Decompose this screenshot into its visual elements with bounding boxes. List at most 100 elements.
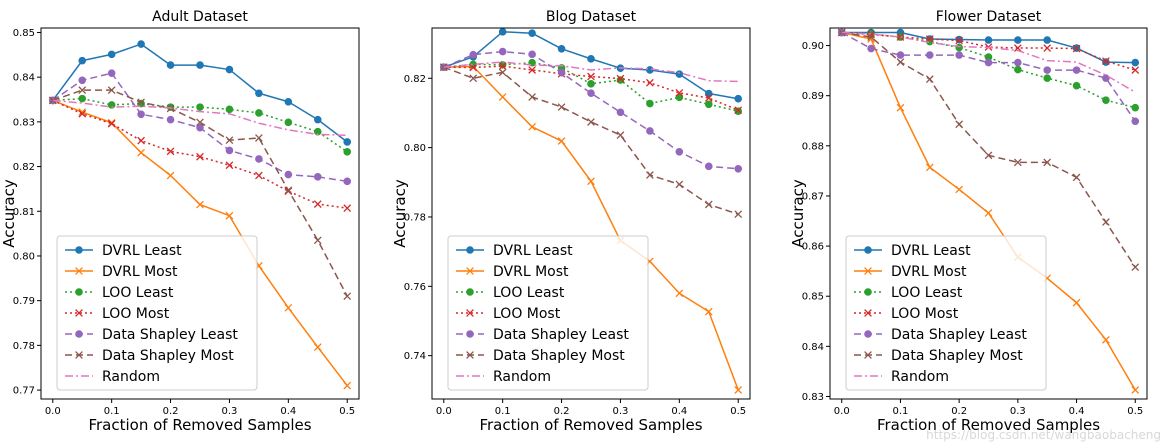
legend-item: DVRL Most [65,264,178,280]
legend-label: LOO Most [891,306,959,322]
legend-marker [864,351,872,359]
plot-frame [431,27,751,400]
series-line [443,31,739,100]
data-point [528,93,536,101]
y-tick-label: 0.85 [13,28,35,39]
y-tick-label: 0.88 [802,141,824,152]
data-point [196,123,204,132]
data-point [587,72,595,81]
legend-item: Data Shapley Most [456,348,625,364]
data-point [137,40,145,48]
data-point [166,115,175,124]
data-point [1072,66,1081,74]
legend-marker [864,309,872,317]
data-point [1072,81,1081,90]
legend-marker [466,288,474,296]
y-tick-label: 0.74 [404,351,426,362]
x-tick-label: 0.1 [495,406,511,417]
legend-box [845,235,1047,391]
series-random [52,99,348,137]
x-tick-label: 0.4 [671,406,687,417]
data-point [1131,386,1140,394]
data-point [896,33,905,41]
legend-label: DVRL Least [891,243,971,259]
data-point [704,200,713,209]
series-loo-least [48,94,352,156]
data-point [675,93,684,102]
data-point [343,177,352,186]
data-point [343,148,352,156]
y-tick-label: 0.86 [802,242,824,253]
legend-label: Data Shapley Most [493,348,625,364]
series-data-shapley-most [439,63,743,219]
legend-item: LOO Least [65,285,174,301]
legend-marker [466,267,474,275]
data-point [955,36,964,45]
data-point [469,50,478,59]
legend-marker [75,246,83,254]
legend-item: Data Shapley Most [65,348,234,364]
y-tick-label: 0.83 [13,117,35,128]
legend-marker [75,267,83,275]
data-point [896,51,905,59]
data-point [166,147,175,156]
data-point [528,29,536,38]
legend-marker [75,309,83,317]
data-point [107,86,116,94]
y-tick-label: 0.80 [13,251,35,262]
data-point [734,106,743,115]
legend-item: Data Shapley Most [854,348,1023,364]
data-point [196,152,204,161]
legend-label: Random [102,369,160,385]
data-point [646,171,654,179]
data-point [1043,66,1052,74]
data-point [255,134,263,142]
data-point [1131,103,1140,112]
data-point [616,74,625,83]
data-point [137,136,145,145]
x-tick-label: 0.3 [221,406,237,417]
data-point [107,69,116,77]
legend-label: Random [891,369,949,385]
data-point [78,86,87,94]
legend-item: DVRL Least [854,243,971,259]
data-point [557,45,566,53]
y-tick-label: 0.78 [404,212,426,223]
y-tick-label: 0.76 [404,282,426,293]
legend-item: DVRL Least [65,243,182,259]
legend-label: Data Shapley Least [102,327,238,343]
legend-marker [864,330,872,338]
legend-item: Data Shapley Least [65,327,238,343]
data-point [528,50,536,59]
data-point [557,68,566,77]
data-point [984,209,993,217]
y-tick-label: 0.80 [404,143,426,154]
legend-label: LOO Most [102,306,170,322]
series-loo-most [439,62,743,115]
data-point [498,47,507,56]
series-random [443,61,739,83]
data-point [704,94,713,102]
data-point [925,51,934,59]
data-point [616,108,625,117]
y-tick-label: 0.77 [13,386,35,397]
plot-frame [40,27,360,400]
chart-panel-2: Blog Dataset 0.0 0.1 0.2 0.3 0.4 0.5 0.74 0.76 0.… [391,9,751,434]
data-point [528,122,536,131]
data-point [1014,65,1022,74]
x-tick-label: 0.2 [554,406,570,417]
data-point [1043,44,1052,52]
data-point [313,236,322,245]
legend-label: LOO Most [493,306,561,322]
data-point [255,89,263,98]
data-point [984,151,993,160]
legend: DVRL Least DVRL Most LOO Least LOO Most Data… [845,235,1047,391]
x-tick-label: 0.4 [1069,406,1085,417]
data-point [255,109,263,117]
data-point [225,146,234,155]
data-point [734,94,743,103]
data-point [343,138,352,146]
legend-marker [466,309,474,317]
data-point [955,51,963,59]
